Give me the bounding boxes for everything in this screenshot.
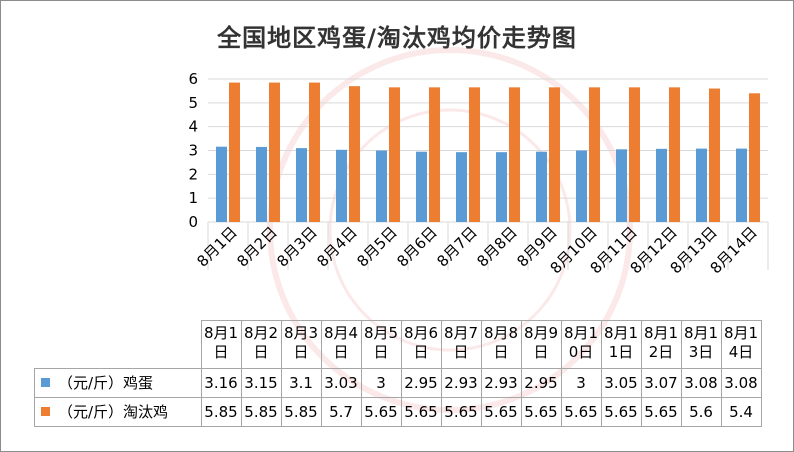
bar-culled-hens xyxy=(269,82,280,222)
table-header-cell: 8月4日 xyxy=(320,320,362,369)
bar-eggs xyxy=(256,146,267,222)
bar-culled-hens xyxy=(589,87,600,222)
bar-eggs xyxy=(376,150,387,222)
bar-culled-hens xyxy=(509,87,520,222)
bar-culled-hens xyxy=(389,87,400,222)
table-cell: 5.65 xyxy=(440,397,482,427)
x-tick-label: 8月2日 xyxy=(233,223,280,270)
table-cell: 3 xyxy=(360,368,402,398)
table-header-cell: 8月6日 xyxy=(400,320,442,369)
table-cell: 3.05 xyxy=(600,368,642,398)
y-tick-label: 0 xyxy=(188,213,198,231)
legend-swatch-culled-hens xyxy=(41,406,50,416)
table-cell: 5.65 xyxy=(560,397,602,427)
bar-culled-hens xyxy=(749,93,760,222)
table-cell: 2.95 xyxy=(400,368,442,398)
legend-eggs: （元/斤）鸡蛋 xyxy=(34,368,202,398)
table-cell: 3 xyxy=(560,368,602,398)
table-header-cell: 8月7日 xyxy=(440,320,482,369)
table-cell: 3.15 xyxy=(240,368,282,398)
table-header-cell: 8月10日 xyxy=(560,320,602,369)
x-tick-label: 8月6日 xyxy=(393,223,440,270)
bar-eggs xyxy=(296,148,307,222)
y-tick-label: 3 xyxy=(188,142,198,160)
bar-culled-hens xyxy=(229,82,240,222)
bar-culled-hens xyxy=(429,87,440,222)
bar-culled-hens xyxy=(669,87,680,222)
bar-eggs xyxy=(416,151,427,222)
bar-eggs xyxy=(616,149,627,222)
bar-eggs xyxy=(216,146,227,222)
x-tick-label: 8月7日 xyxy=(433,223,480,270)
x-tick-label: 8月8日 xyxy=(473,223,520,270)
table-header-cell: 8月9日 xyxy=(520,320,562,369)
table-row-eggs: （元/斤）鸡蛋 3.16 3.15 3.1 3.03 3 2.95 2.93 2.93 2.95… xyxy=(34,368,762,398)
table-cell: 3.16 xyxy=(200,368,242,398)
chart-plot: 01234568月1日8月2日8月3日8月4日8月5日8月6日8月7日8月8日8… xyxy=(188,70,769,277)
x-tick-label: 8月1日 xyxy=(193,223,240,270)
legend-label-eggs: （元/斤）鸡蛋 xyxy=(58,373,154,392)
table-corner-cell xyxy=(34,320,202,369)
bar-eggs xyxy=(456,152,467,222)
table-cell: 5.65 xyxy=(520,397,562,427)
legend-swatch-eggs xyxy=(41,377,50,387)
bar-culled-hens xyxy=(309,82,320,222)
table-header-row: 8月1日 8月2日 8月3日 8月4日 8月5日 8月6日 8月7日 8月8日 8月9日 8月10… xyxy=(34,320,762,369)
table-cell: 3.03 xyxy=(320,368,362,398)
table-cell: 2.93 xyxy=(480,368,522,398)
y-tick-label: 1 xyxy=(188,189,198,207)
y-tick-label: 2 xyxy=(188,165,198,183)
bar-eggs xyxy=(536,151,547,222)
bar-eggs xyxy=(696,148,707,222)
table-cell: 5.65 xyxy=(600,397,642,427)
chart-title: 全国地区鸡蛋/淘汰鸡均价走势图 xyxy=(217,24,577,52)
table-header-cell: 8月12日 xyxy=(640,320,682,369)
table-cell: 5.65 xyxy=(480,397,522,427)
table-header-cell: 8月8日 xyxy=(480,320,522,369)
bar-eggs xyxy=(336,149,347,222)
y-tick-label: 6 xyxy=(188,70,198,88)
table-cell: 3.1 xyxy=(280,368,322,398)
table-cell: 5.85 xyxy=(200,397,242,427)
x-tick-label: 8月4日 xyxy=(313,223,360,270)
bar-eggs xyxy=(576,150,587,222)
table-header-cell: 8月11日 xyxy=(600,320,642,369)
bar-culled-hens xyxy=(629,87,640,222)
table-header-cell: 8月3日 xyxy=(280,320,322,369)
x-tick-label: 8月3日 xyxy=(273,223,320,270)
bar-eggs xyxy=(736,148,747,222)
bar-culled-hens xyxy=(349,86,360,223)
table-cell: 5.85 xyxy=(240,397,282,427)
bar-eggs xyxy=(656,148,667,222)
table-header-cell: 8月1日 xyxy=(200,320,242,369)
table-cell: 5.65 xyxy=(400,397,442,427)
y-tick-label: 5 xyxy=(188,94,198,112)
table-cell: 3.08 xyxy=(680,368,722,398)
x-tick-label: 8月5日 xyxy=(353,223,400,270)
legend-label-culled-hens: （元/斤）淘汰鸡 xyxy=(58,402,169,421)
table-cell: 5.4 xyxy=(720,397,762,427)
table-cell: 2.95 xyxy=(520,368,562,398)
table-cell: 5.85 xyxy=(280,397,322,427)
table-header-cell: 8月13日 xyxy=(680,320,722,369)
y-tick-label: 4 xyxy=(188,118,198,136)
table-cell: 3.08 xyxy=(720,368,762,398)
table-header-cell: 8月5日 xyxy=(360,320,402,369)
table-header-cell: 8月2日 xyxy=(240,320,282,369)
table-cell: 5.65 xyxy=(640,397,682,427)
bar-culled-hens xyxy=(469,87,480,222)
legend-culled-hens: （元/斤）淘汰鸡 xyxy=(34,397,202,427)
bar-culled-hens xyxy=(709,88,720,223)
table-row-culled-hens: （元/斤）淘汰鸡 5.85 5.85 5.85 5.7 5.65 5.65 5.65 5.65… xyxy=(34,397,762,427)
table-cell: 5.65 xyxy=(360,397,402,427)
table-cell: 2.93 xyxy=(440,368,482,398)
bar-eggs xyxy=(496,152,507,222)
bar-culled-hens xyxy=(549,87,560,222)
table-cell: 5.7 xyxy=(320,397,362,427)
table-cell: 5.6 xyxy=(680,397,722,427)
table-header-cell: 8月14日 xyxy=(720,320,762,369)
data-table: 8月1日 8月2日 8月3日 8月4日 8月5日 8月6日 8月7日 8月8日 8月9日 8月10… xyxy=(34,320,762,427)
table-cell: 3.07 xyxy=(640,368,682,398)
